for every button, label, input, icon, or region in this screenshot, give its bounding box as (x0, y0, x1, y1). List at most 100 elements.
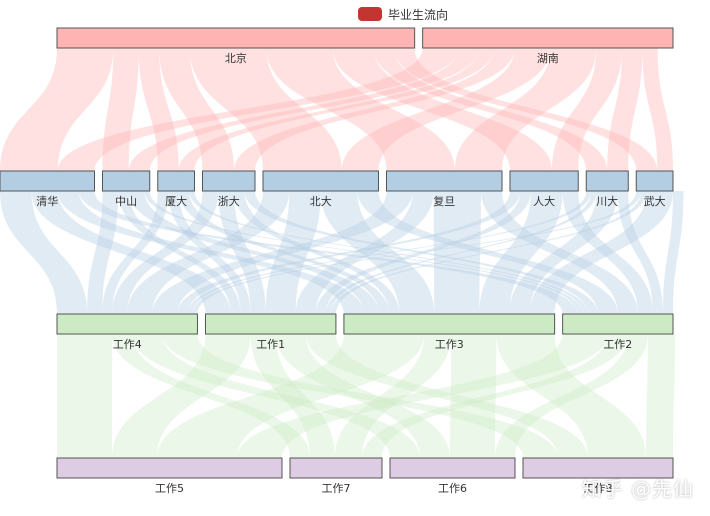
sankey-link[interactable] (562, 191, 653, 314)
sankey-link[interactable] (250, 334, 335, 458)
sankey-link[interactable] (138, 48, 179, 171)
sankey-link[interactable] (128, 48, 479, 171)
sankey-node[interactable] (204, 313, 337, 335)
sankey-node-label: 中山 (115, 195, 137, 208)
sankey-link[interactable] (454, 48, 597, 171)
sankey-links (0, 48, 684, 458)
sankey-link[interactable] (325, 191, 597, 314)
sankey-link[interactable] (529, 191, 673, 314)
sankey-link[interactable] (78, 191, 578, 314)
sankey-node-label: 工作8 (584, 482, 613, 495)
sankey-link[interactable] (617, 191, 663, 314)
sankey-link[interactable] (295, 191, 434, 314)
sankey-link[interactable] (187, 191, 592, 314)
sankey-link[interactable] (496, 334, 646, 458)
sankey-node[interactable] (389, 457, 516, 479)
sankey-link[interactable] (152, 191, 413, 314)
sankey-node[interactable] (157, 170, 195, 192)
sankey-link[interactable] (244, 191, 598, 314)
sankey-link[interactable] (509, 191, 618, 314)
sankey-link[interactable] (234, 191, 400, 314)
sankey-link[interactable] (218, 191, 266, 314)
sankey-node-label: 浙大 (218, 194, 240, 208)
sankey-link[interactable] (0, 191, 88, 314)
sankey-node[interactable] (56, 457, 283, 479)
sankey-link[interactable] (362, 334, 628, 458)
sankey-link[interactable] (112, 334, 311, 458)
sankey-link[interactable] (332, 48, 552, 171)
sankey-link[interactable] (102, 48, 139, 171)
sankey-link[interactable] (192, 191, 642, 314)
sankey-node[interactable] (202, 170, 256, 192)
sankey-link[interactable] (112, 191, 219, 314)
sankey-link[interactable] (394, 48, 658, 171)
sankey-link[interactable] (132, 334, 420, 458)
sankey-link[interactable] (127, 191, 290, 314)
sankey-link[interactable] (607, 48, 643, 171)
sankey-link[interactable] (128, 191, 380, 314)
sankey-link[interactable] (481, 191, 638, 314)
watermark: 知乎 @先仙 (581, 477, 694, 501)
sankey-node-label: 工作7 (322, 482, 351, 495)
sankey-link[interactable] (144, 191, 583, 314)
sankey-node[interactable] (635, 170, 674, 192)
sankey-link[interactable] (189, 48, 342, 171)
sankey-link[interactable] (57, 191, 364, 314)
sankey-link[interactable] (159, 48, 234, 171)
sankey-link[interactable] (87, 191, 119, 314)
sankey-link[interactable] (433, 191, 481, 314)
sankey-node-label: 工作1 (256, 338, 285, 351)
sankey-node[interactable] (522, 457, 674, 479)
sankey-link[interactable] (495, 334, 648, 458)
sankey-link[interactable] (479, 191, 563, 314)
sankey-link[interactable] (234, 48, 515, 171)
sankey-link[interactable] (265, 191, 321, 314)
sankey-link[interactable] (320, 191, 435, 314)
sankey-node[interactable] (386, 170, 503, 192)
sankey-node[interactable] (56, 27, 416, 49)
sankey-link[interactable] (237, 334, 608, 458)
sankey-node[interactable] (56, 313, 198, 335)
sankey-node[interactable] (0, 170, 95, 192)
sankey-link[interactable] (112, 334, 251, 458)
sankey-link[interactable] (177, 191, 521, 314)
sankey-node[interactable] (422, 27, 674, 49)
sankey-link[interactable] (330, 191, 647, 314)
sankey-link[interactable] (646, 334, 676, 458)
sankey-link[interactable] (450, 334, 497, 458)
sankey-node[interactable] (509, 170, 579, 192)
sankey-link[interactable] (178, 48, 495, 171)
sankey-link[interactable] (157, 334, 425, 458)
sankey-link[interactable] (275, 334, 450, 458)
sankey-link[interactable] (305, 334, 588, 458)
sankey-link[interactable] (162, 334, 558, 458)
sankey-node[interactable] (262, 170, 379, 192)
sankey-link[interactable] (57, 334, 113, 458)
sankey-link[interactable] (118, 191, 241, 314)
sankey-link[interactable] (552, 48, 622, 171)
sankey-link[interactable] (357, 191, 618, 314)
sankey-link[interactable] (642, 48, 673, 171)
sankey-link[interactable] (335, 334, 452, 458)
sankey-node[interactable] (343, 313, 556, 335)
sankey-link[interactable] (341, 48, 551, 171)
sankey-link[interactable] (315, 191, 531, 314)
sankey-link[interactable] (0, 48, 114, 171)
sankey-link[interactable] (373, 48, 608, 171)
legend[interactable]: 毕业生流向 (358, 6, 448, 22)
sankey-link[interactable] (102, 191, 169, 314)
sankey-node-label: 工作3 (435, 338, 464, 351)
legend-swatch (358, 7, 382, 21)
sankey-node[interactable] (102, 170, 151, 192)
sankey-link[interactable] (178, 191, 390, 314)
sankey-link[interactable] (168, 191, 251, 314)
sankey-link[interactable] (189, 191, 588, 314)
sankey-link[interactable] (57, 48, 459, 171)
sankey-node-label: 工作4 (113, 338, 142, 351)
sankey-node[interactable] (585, 170, 629, 192)
sankey-node[interactable] (289, 457, 383, 479)
sankey-link[interactable] (31, 191, 231, 314)
sankey-link[interactable] (662, 191, 684, 314)
sankey-link[interactable] (266, 48, 455, 171)
sankey-node[interactable] (562, 313, 674, 335)
